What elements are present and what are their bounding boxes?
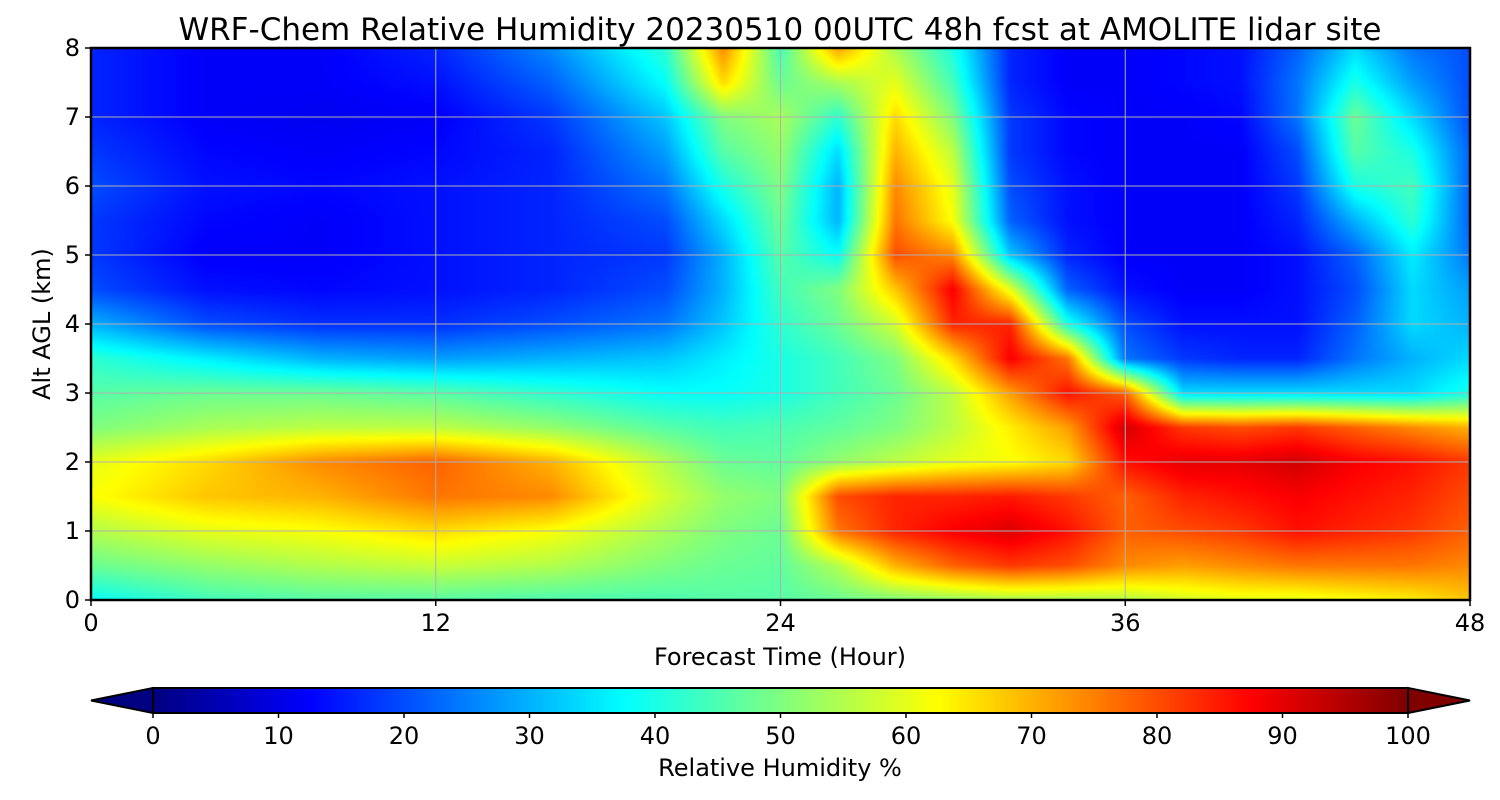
colorbar-min-extend-arrow [90,686,154,715]
y-tick-label: 2 [65,448,80,476]
y-axis-label: Alt AGL (km) [28,248,56,400]
x-tick-label: 0 [83,609,98,637]
y-tick-label: 8 [65,34,80,62]
colorbar-tick-label: 90 [1267,722,1298,750]
colorbar-tick-label: 100 [1385,722,1431,750]
x-tick-label: 48 [1455,609,1486,637]
y-tick-label: 3 [65,379,80,407]
colorbar-tick-label: 30 [514,722,545,750]
y-tick-label: 0 [65,586,80,614]
x-tick-label: 36 [1110,609,1141,637]
colorbar-tick-label: 60 [891,722,922,750]
x-tick-label: 24 [765,609,796,637]
y-tick-label: 6 [65,172,80,200]
chart-title: WRF-Chem Relative Humidity 20230510 00UT… [178,12,1381,48]
y-tick-label: 7 [65,103,80,131]
colorbar-tick-label: 50 [765,722,796,750]
colorbar-tick-label: 0 [145,722,160,750]
plot-area [89,46,1472,602]
x-tick-label: 12 [420,609,451,637]
colorbar-label: Relative Humidity % [658,754,902,782]
y-axis-ticks: 0 1 2 3 4 5 6 7 8 [65,34,91,614]
colorbar-tick-label: 80 [1142,722,1173,750]
colorbar-tick-label: 20 [389,722,420,750]
colorbar-gradient [153,688,1408,713]
x-axis-label: Forecast Time (Hour) [654,643,906,671]
colorbar-tick-label: 70 [1016,722,1047,750]
y-tick-label: 4 [65,310,80,338]
colorbar-ticks: 0 10 20 30 40 50 60 70 80 90 100 [145,713,1431,750]
colorbar-tick-label: 10 [263,722,294,750]
y-tick-label: 5 [65,241,80,269]
colorbar-tick-label: 40 [640,722,671,750]
colorbar-max-extend-arrow [1407,686,1471,715]
x-axis-ticks: 0 12 24 36 48 [83,600,1485,637]
y-tick-label: 1 [65,517,80,545]
colorbar: 0 10 20 30 40 50 60 70 80 90 100 Relative Humidity… [90,686,1471,782]
